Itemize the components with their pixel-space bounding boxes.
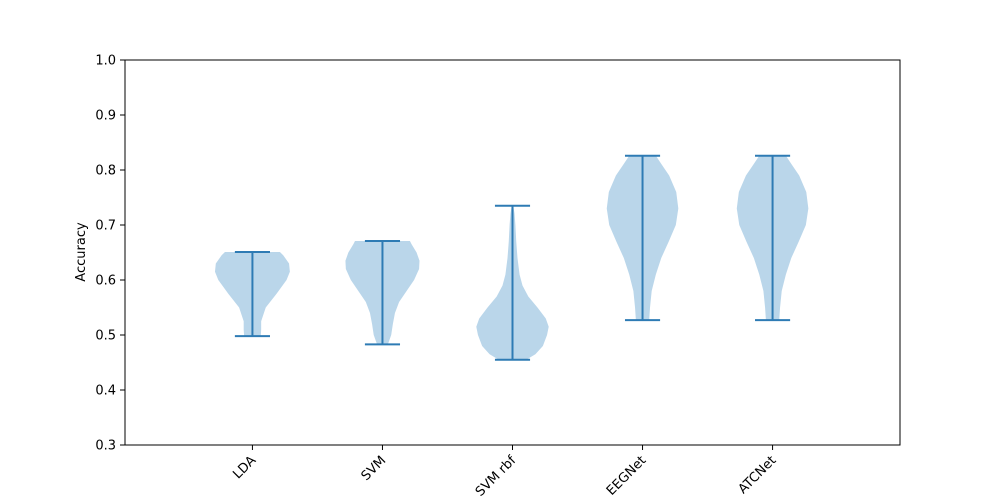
y-axis-label: Accuracy [74, 222, 89, 282]
y-axis: 0.3 0.4 0.5 0.6 0.7 0.8 0.9 1.0 [95, 54, 125, 454]
violin-eegnet [606, 154, 679, 322]
y-tick-label: 0.8 [95, 164, 116, 179]
violin-atcnet [736, 154, 809, 322]
y-tick-label: 0.5 [95, 329, 116, 344]
violin-svm [345, 239, 420, 346]
x-tick-label: SVM [359, 453, 390, 484]
x-tick-label: LDA [230, 453, 259, 482]
y-tick-label: 0.6 [95, 274, 116, 289]
x-axis: LDA SVM SVM rbf EEGNet ATCNet [230, 445, 779, 500]
x-tick-label: ATCNet [736, 453, 780, 497]
y-tick-label: 0.9 [95, 109, 116, 124]
violin-layer [214, 154, 809, 361]
y-tick-label: 0.4 [95, 384, 116, 399]
x-tick-label: EEGNet [604, 453, 649, 498]
x-tick-label: SVM rbf [473, 453, 520, 500]
violin-svm-rbf [476, 204, 549, 361]
violin-lda [214, 250, 290, 338]
y-tick-label: 0.7 [95, 219, 116, 234]
y-tick-label: 1.0 [95, 54, 116, 69]
y-tick-label: 0.3 [95, 439, 116, 454]
